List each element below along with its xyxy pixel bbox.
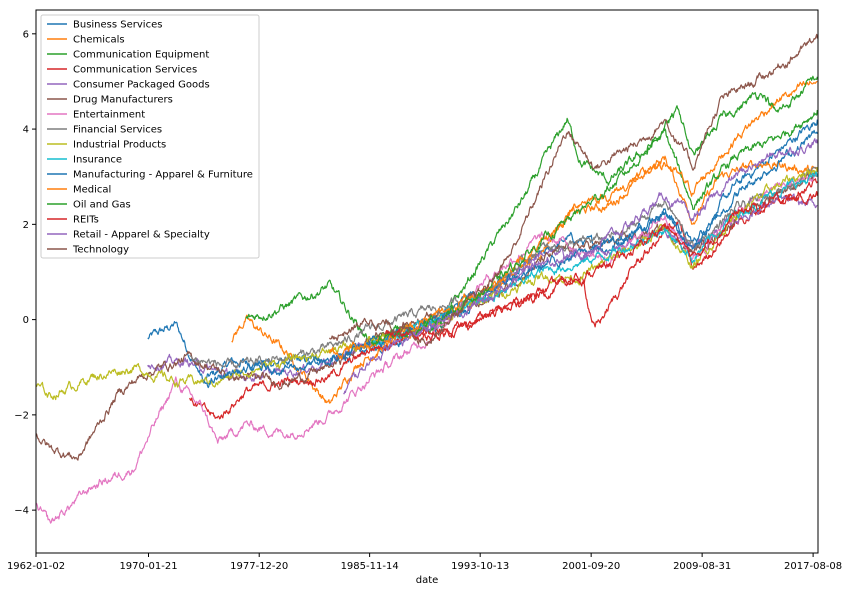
x-tick-label: 2009-08-31 (673, 561, 731, 572)
legend-item: Technology (47, 245, 129, 256)
x-tick-label: 1985-11-14 (341, 561, 399, 572)
legend-item: Business Services (47, 20, 162, 31)
x-axis: 1962-01-02 1970-01-21 1977-12-20 1985-11-14… (7, 553, 842, 572)
legend-label: Communication Services (73, 65, 197, 76)
legend-item: Insurance (47, 155, 122, 166)
x-tick-label: 2017-08-08 (784, 561, 842, 572)
legend-item: Communication Equipment (47, 50, 209, 61)
legend-label: Entertainment (73, 110, 145, 121)
legend-label: Chemicals (73, 35, 125, 46)
legend-label: Oil and Gas (73, 200, 131, 211)
legend-label: Technology (72, 245, 129, 256)
x-axis-title: date (416, 575, 439, 586)
series-line (203, 129, 818, 389)
legend-label: Medical (73, 185, 111, 196)
x-tick-label: 1993-10-13 (451, 561, 509, 572)
series-line (370, 75, 818, 346)
x-tick-label: 1970-01-21 (119, 561, 177, 572)
y-tick-label: 2 (23, 220, 29, 231)
y-tick-label: 6 (23, 29, 29, 40)
legend-label: Financial Services (73, 125, 162, 136)
legend-item: Manufacturing - Apparel & Furniture (47, 170, 253, 181)
legend-item: Oil and Gas (47, 200, 131, 211)
x-tick-label: 1962-01-02 (7, 561, 65, 572)
legend-item: Medical (47, 185, 111, 196)
y-tick-label: −4 (14, 506, 29, 517)
y-tick-label: 4 (23, 125, 29, 136)
series-line (343, 138, 818, 395)
x-tick-label: 1977-12-20 (230, 561, 288, 572)
series-layer (35, 33, 818, 524)
series-line (328, 80, 818, 360)
legend-item: Entertainment (47, 110, 145, 121)
legend: Business Services Chemicals Communication … (40, 14, 260, 259)
legend-item: Consumer Packaged Goods (47, 80, 210, 91)
plot-frame (35, 9, 819, 554)
legend-item: Drug Manufacturers (47, 95, 173, 106)
legend-label: Drug Manufacturers (73, 95, 173, 106)
legend-label: Industrial Products (73, 140, 166, 151)
y-axis: −4 −2 0 2 4 6 (14, 29, 36, 517)
y-tick-label: −2 (14, 410, 29, 421)
legend-label: Retail - Apparel & Specialty (73, 230, 210, 241)
legend-box (40, 14, 260, 259)
series-line (245, 109, 818, 346)
legend-item: Retail - Apparel & Specialty (47, 230, 210, 241)
x-tick-label: 2001-09-20 (562, 561, 620, 572)
legend-label: Business Services (73, 20, 162, 31)
legend-label: Manufacturing - Apparel & Furniture (73, 170, 253, 181)
legend-item: Communication Services (47, 65, 197, 76)
legend-item: Industrial Products (47, 140, 166, 151)
series-line (328, 33, 818, 347)
legend-item: REITs (47, 215, 99, 226)
legend-label: Communication Equipment (73, 50, 209, 61)
legend-label: Consumer Packaged Goods (73, 80, 210, 91)
legend-label: Insurance (73, 155, 122, 166)
y-tick-label: 0 (23, 315, 29, 326)
legend-item: Chemicals (47, 35, 125, 46)
series-line (384, 191, 818, 342)
legend-label: REITs (73, 215, 99, 226)
legend-item: Financial Services (47, 125, 162, 136)
